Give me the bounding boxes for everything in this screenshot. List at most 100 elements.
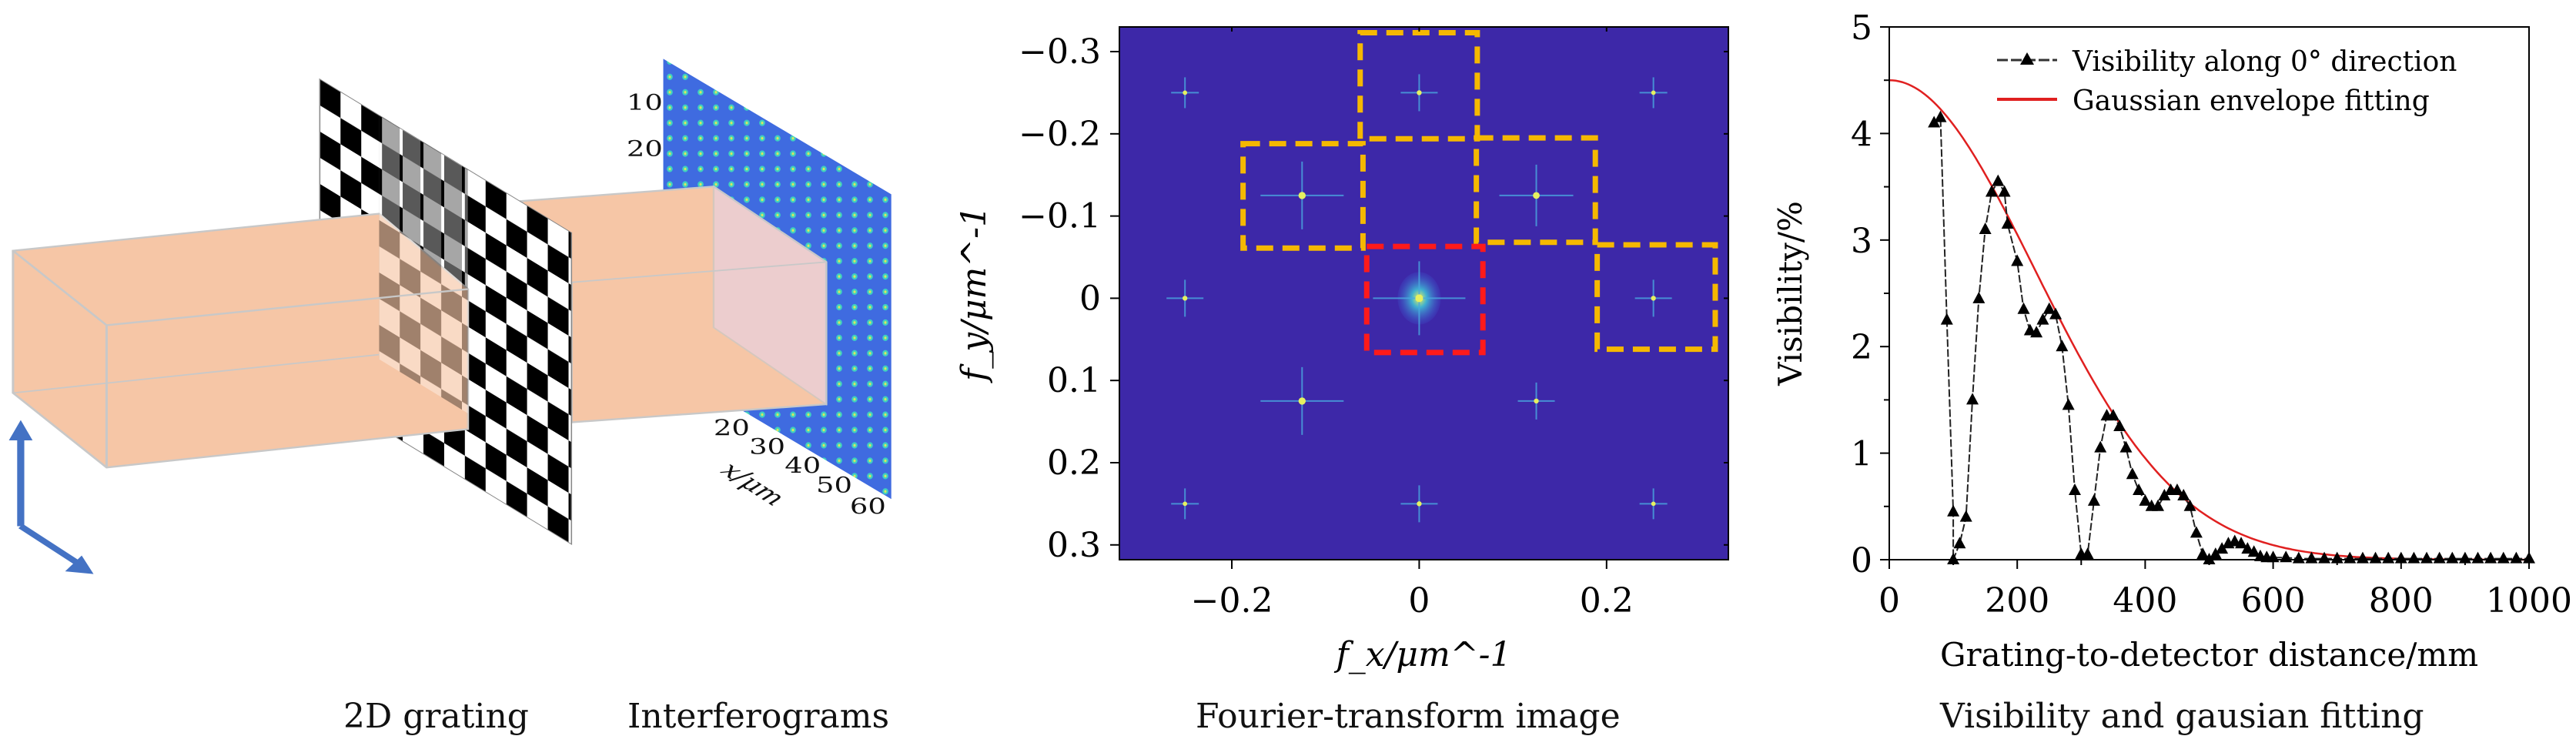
visibility-marker: [2292, 551, 2305, 564]
visibility-marker: [2113, 420, 2126, 431]
visibility-marker: [2126, 467, 2139, 480]
peak-dot: [1298, 397, 1306, 405]
visibility-marker: [2247, 545, 2260, 557]
x-tick-label: 200: [1985, 581, 2049, 621]
selection-box: [1363, 243, 1486, 356]
peak-dot: [1533, 192, 1540, 199]
y-tick-label: 0.1: [1047, 361, 1101, 400]
x-axis-label: Grating-to-detector distance/mm: [1940, 636, 2478, 674]
legend: Visibility along 0° direction Gaussian en…: [1997, 46, 2457, 117]
visibility-marker: [1934, 110, 1947, 122]
x-tick-label: 0: [1408, 581, 1430, 621]
caption-interferograms: Interferograms: [627, 697, 890, 736]
x-axis-label: f_x/μm^-1: [1334, 635, 1512, 674]
spectral-peak: [1639, 488, 1668, 520]
x-axis-label: x/μm: [715, 457, 791, 510]
visibility-marker: [2183, 499, 2196, 511]
visibility-marker: [1940, 313, 1953, 325]
y-tick-label: 1: [1851, 435, 1872, 474]
peak-dot: [1415, 294, 1423, 303]
y-axis-label: Visibility/%: [1771, 201, 1809, 386]
visibility-marker: [2087, 493, 2100, 506]
visibility-marker: [2030, 326, 2043, 338]
axes-arrow-icon: [8, 420, 94, 574]
visibility-marker: [2510, 551, 2523, 564]
visibility-marker: [2446, 551, 2459, 564]
visibility-marker: [2241, 542, 2254, 554]
peak-dot: [1182, 296, 1188, 301]
visibility-marker: [1979, 222, 1992, 234]
spectral-peak: [1171, 77, 1199, 109]
selection-box: [1240, 141, 1366, 251]
gaussian-fit-line: [1889, 79, 2529, 561]
y-tick-label: 4: [1851, 115, 1872, 154]
visibility-marker: [2036, 313, 2049, 325]
visibility-marker: [2139, 493, 2152, 506]
x-tick-label: 800: [2369, 581, 2434, 621]
visibility-marker: [2497, 551, 2510, 564]
visibility-marker: [2433, 551, 2446, 564]
x-tick-label: 40: [785, 453, 821, 479]
peak-dot: [1651, 90, 1656, 95]
x-tick-label: 20: [714, 415, 750, 440]
y-tick-label: −0.3: [1019, 32, 1101, 72]
visibility-marker: [2471, 551, 2484, 564]
legend-marker-triangle: [2020, 52, 2034, 65]
spectral-peak: [1499, 164, 1574, 226]
visibility-marker: [2235, 537, 2248, 549]
caption-2d-grating: 2D grating: [343, 697, 529, 736]
spectral-peak: [1260, 366, 1344, 435]
visibility-marker: [2056, 340, 2069, 352]
y-tick-label: 0.3: [1047, 526, 1101, 565]
visibility-marker: [2094, 440, 2107, 453]
visibility-marker: [1992, 174, 2005, 186]
visibility-title: Visibility and gausian fitting: [1940, 697, 2424, 736]
y-tick-label: −0.1: [1019, 197, 1101, 236]
x-tick-label: 1000: [2486, 581, 2572, 621]
setup-diagram-svg: 10 20 20 30 40 50 60 x/μm: [8, 59, 892, 574]
y-tick-label: 0: [1079, 279, 1101, 318]
visibility-marker: [1985, 185, 1998, 197]
visibility-marker: [2119, 440, 2133, 453]
visibility-marker: [2216, 542, 2229, 554]
peak-dot: [1651, 296, 1656, 301]
spectral-peak: [1166, 279, 1204, 317]
peak-dot: [1534, 398, 1539, 404]
x-tick-label: 30: [749, 434, 785, 460]
visibility-marker: [2158, 488, 2171, 500]
spectral-peak: [1400, 74, 1438, 112]
selection-box: [1594, 242, 1718, 353]
visibility-marker: [1959, 510, 1972, 522]
y-tick-label: 0: [1851, 541, 1872, 580]
visibility-marker: [1998, 185, 2011, 197]
legend-label: Gaussian envelope fitting: [2073, 85, 2430, 117]
peak-dot: [1298, 192, 1306, 199]
beam-box-2-face: [712, 185, 828, 406]
y-tick-label: 0.2: [1047, 443, 1101, 483]
visibility-marker: [2170, 483, 2183, 496]
x-tick-label: 50: [816, 473, 852, 498]
visibility-marker: [2209, 547, 2222, 560]
visibility-marker: [2152, 499, 2165, 511]
visibility-marker: [2420, 551, 2434, 564]
visibility-marker: [2106, 409, 2119, 421]
x-tick-label: 0.2: [1580, 581, 1634, 621]
x-tick-label: −0.2: [1191, 581, 1273, 621]
visibility-marker: [2133, 483, 2146, 496]
spectral-peak: [1171, 488, 1199, 520]
peak-dot: [1183, 501, 1188, 507]
y-axis-label: f_y/μm^-1: [955, 206, 994, 383]
visibility-marker: [1947, 504, 1960, 517]
y-tick-label: 10: [627, 90, 663, 115]
peak-dot: [1417, 90, 1422, 95]
visibility-marker: [2407, 551, 2420, 564]
ft-title: Fourier-transform image: [1196, 697, 1621, 736]
setup-diagram: 10 20 20 30 40 50 60 x/μm: [0, 38, 924, 743]
visibility-marker: [2196, 547, 2210, 560]
visibility-marker: [2042, 302, 2056, 314]
visibility-marker: [2203, 553, 2216, 564]
spectral-peak: [1634, 279, 1672, 317]
x-tick-label: 0: [1878, 581, 1900, 621]
visibility-line: [1933, 115, 2529, 561]
visibility-marker: [1972, 291, 1986, 303]
